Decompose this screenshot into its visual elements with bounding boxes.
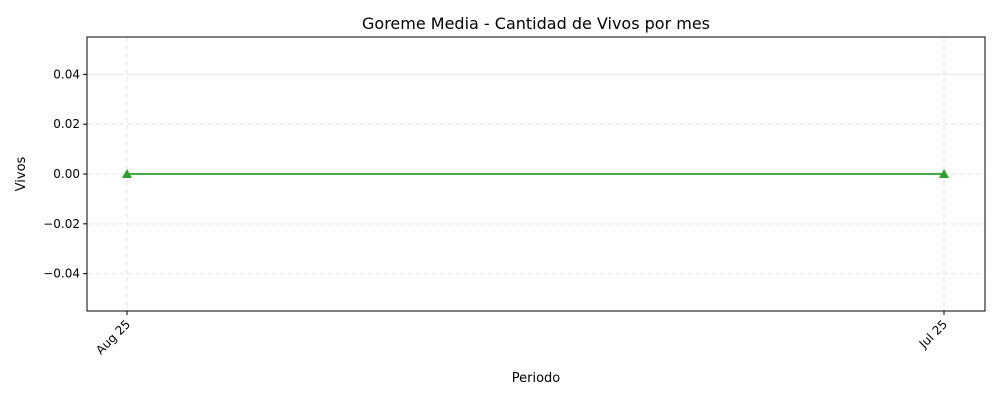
y-tick-label: 0.00 — [53, 167, 80, 181]
data-point — [122, 169, 132, 178]
x-tick-label: Jul 25 — [916, 317, 950, 351]
y-tick-label: −0.02 — [43, 217, 80, 231]
y-tick-label: 0.02 — [53, 117, 80, 131]
y-tick-label: 0.04 — [53, 67, 80, 81]
x-tick-label: Aug 25 — [93, 317, 133, 357]
chart-title: Goreme Media - Cantidad de Vivos por mes — [362, 14, 710, 33]
y-axis-label: Vivos — [14, 156, 29, 191]
y-tick-label: −0.04 — [43, 267, 80, 281]
x-axis: Aug 25 Jul 25 — [93, 311, 950, 357]
x-axis-label: Periodo — [512, 371, 561, 386]
data-point — [939, 169, 949, 178]
y-axis: −0.04 −0.02 0.00 0.02 0.04 — [43, 67, 87, 281]
series-layer — [122, 169, 949, 178]
